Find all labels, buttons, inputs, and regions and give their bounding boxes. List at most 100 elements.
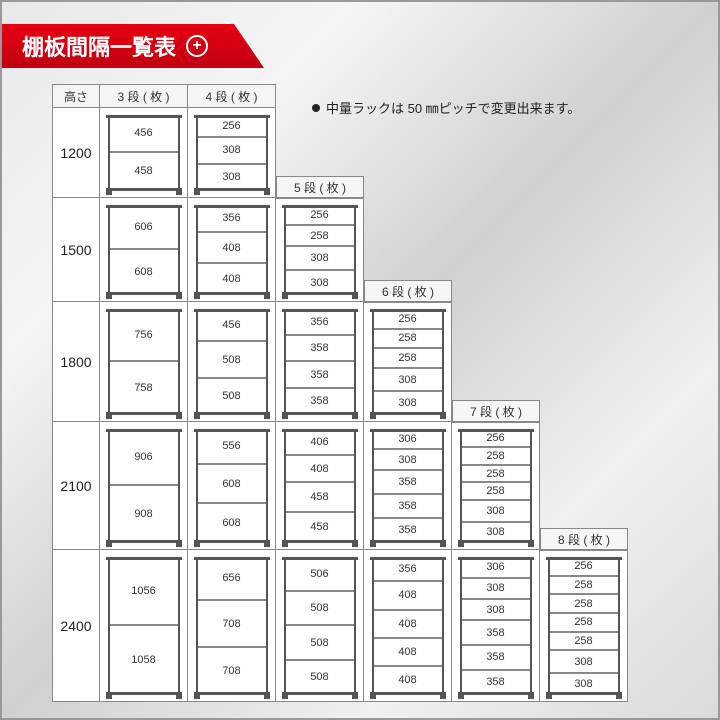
rack-1800-5: 356 358 358 358 — [284, 309, 356, 415]
shelf-value: 406 — [284, 437, 356, 448]
shelf-value: 408 — [196, 243, 268, 254]
shelf-value: 506 — [284, 569, 356, 580]
rack-2400-7: 306 308 308 358 358 358 — [460, 557, 532, 695]
shelf-value: 306 — [372, 434, 444, 445]
shelf-value: 408 — [196, 274, 268, 285]
rack-1800-6: 256 258 258 308 308 — [372, 309, 444, 415]
shelf-value: 256 — [548, 561, 620, 572]
shelf-value: 708 — [196, 619, 268, 630]
shelf-value: 556 — [196, 441, 268, 452]
shelf-value: 308 — [372, 398, 444, 409]
shelf-value: 356 — [284, 317, 356, 328]
shelf-value: 606 — [108, 222, 180, 233]
shelf-value: 358 — [460, 628, 532, 639]
shelf-value: 258 — [460, 451, 532, 462]
shelf-value: 508 — [284, 638, 356, 649]
shelf-value: 358 — [460, 652, 532, 663]
title-banner: 棚板間隔一覧表 + — [2, 24, 264, 68]
shelf-value: 258 — [460, 486, 532, 497]
shelf-value: 358 — [460, 677, 532, 688]
shelf-value: 356 — [196, 213, 268, 224]
shelf-value: 308 — [460, 605, 532, 616]
shelf-value: 258 — [548, 636, 620, 647]
shelf-value: 508 — [284, 672, 356, 683]
shelf-value: 458 — [284, 522, 356, 533]
shelf-value: 608 — [196, 518, 268, 529]
shelf-value: 256 — [284, 210, 356, 221]
rack-1800-4: 456508508 — [196, 309, 268, 415]
shelf-value: 508 — [196, 391, 268, 402]
shelf-value: 408 — [372, 647, 444, 658]
height-2400: 2400 — [52, 550, 100, 702]
shelf-value: 308 — [284, 278, 356, 289]
shelf-value: 758 — [108, 383, 180, 394]
height-1500: 1500 — [52, 198, 100, 302]
rack-1200-4: 256 308 308 — [196, 115, 268, 191]
rack-1500-5: 256258308308 — [284, 205, 356, 295]
rack-2100-3: 906 908 — [108, 429, 180, 543]
rack-2100-4: 556 608 608 — [196, 429, 268, 543]
shelf-value: 258 — [372, 333, 444, 344]
header-col-6: 6 段 ( 枚 ) — [364, 280, 452, 302]
shelf-value: 456 — [108, 128, 180, 139]
shelf-value: 306 — [460, 562, 532, 573]
rack-2400-8: 256 258 258 258 258 308 308 — [548, 557, 620, 695]
rack-2400-5: 506 508 508 508 — [284, 557, 356, 695]
rack-2100-6: 306308358358358 — [372, 429, 444, 543]
shelf-value: 256 — [372, 314, 444, 325]
shelf-value: 256 — [460, 433, 532, 444]
plus-icon: + — [186, 35, 208, 57]
shelf-value: 408 — [284, 464, 356, 475]
shelf-value: 308 — [284, 253, 356, 264]
header-col-7: 7 段 ( 枚 ) — [452, 400, 540, 422]
rack-1800-3: 756 758 — [108, 309, 180, 415]
header-col-4: 4 段 ( 枚 ) — [188, 84, 276, 108]
rack-1500-3: 606 608 — [108, 205, 180, 295]
shelf-value: 258 — [460, 469, 532, 480]
shelf-value: 408 — [372, 619, 444, 630]
shelf-value: 308 — [460, 583, 532, 594]
shelf-value: 358 — [284, 396, 356, 407]
shelf-value: 308 — [372, 375, 444, 386]
shelf-value: 308 — [460, 527, 532, 538]
shelf-value: 308 — [372, 455, 444, 466]
shelf-value: 608 — [196, 479, 268, 490]
rack-2400-3: 10561058 — [108, 557, 180, 695]
shelf-value: 608 — [108, 267, 180, 278]
rack-2400-4: 656708708 — [196, 557, 268, 695]
height-2100: 2100 — [52, 422, 100, 550]
shelf-value: 256 — [196, 121, 268, 132]
shelf-value: 258 — [548, 599, 620, 610]
shelf-value: 258 — [548, 580, 620, 591]
shelf-value: 258 — [372, 353, 444, 364]
shelf-value: 708 — [196, 666, 268, 677]
shelf-value: 458 — [284, 492, 356, 503]
header-col-5: 5 段 ( 枚 ) — [276, 176, 364, 198]
shelf-value: 308 — [548, 657, 620, 668]
shelf-value: 906 — [108, 452, 180, 463]
height-1200: 1200 — [52, 108, 100, 198]
rack-2100-7: 256 258 258 258 308 308 — [460, 429, 532, 543]
shelf-value: 508 — [284, 603, 356, 614]
rack-2400-6: 356408408408408 — [372, 557, 444, 695]
shelf-value: 308 — [196, 145, 268, 156]
title-text: 棚板間隔一覧表 — [22, 30, 176, 62]
header-height: 高さ — [52, 84, 100, 108]
rack-1500-4: 356 408 408 — [196, 205, 268, 295]
shelf-value: 1058 — [108, 655, 180, 666]
shelf-value: 408 — [372, 675, 444, 686]
shelf-value: 908 — [108, 509, 180, 520]
shelf-value: 756 — [108, 330, 180, 341]
shelf-value: 308 — [548, 679, 620, 690]
shelf-value: 458 — [108, 166, 180, 177]
height-1800: 1800 — [52, 302, 100, 422]
shelf-value: 508 — [196, 355, 268, 366]
shelf-value: 358 — [372, 501, 444, 512]
shelf-value: 358 — [284, 370, 356, 381]
shelf-value: 358 — [284, 343, 356, 354]
shelf-value: 308 — [460, 506, 532, 517]
shelf-value: 358 — [372, 477, 444, 488]
shelf-value: 308 — [196, 172, 268, 183]
shelf-value: 258 — [548, 617, 620, 628]
shelf-value: 356 — [372, 564, 444, 575]
